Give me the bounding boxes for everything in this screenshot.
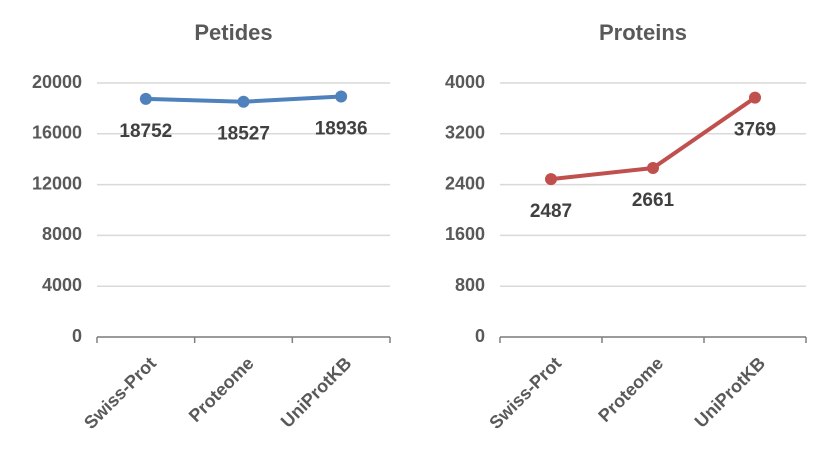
y-tick-label: 16000 [32, 123, 82, 143]
y-tick-label: 3200 [445, 123, 485, 143]
data-label: 18936 [315, 119, 368, 140]
chart-title: Proteins [599, 20, 687, 45]
y-tick-label: 12000 [32, 173, 82, 193]
y-tick-label: 1600 [445, 224, 485, 244]
data-label: 2661 [632, 190, 675, 211]
x-tick-label: UniProtKB [691, 353, 769, 431]
data-point [237, 95, 250, 108]
data-label: 18752 [119, 121, 172, 142]
data-point [545, 173, 557, 186]
x-tick-label: UniProtKB [277, 353, 355, 431]
y-tick-label: 4000 [42, 275, 82, 295]
x-tick-label: Swiss-Prot [80, 353, 160, 433]
x-tick-label: Swiss-Prot [485, 353, 565, 433]
y-tick-label: 0 [72, 326, 82, 346]
data-point [139, 92, 152, 105]
data-point [647, 162, 659, 175]
y-tick-label: 4000 [445, 72, 485, 92]
x-tick-label: Proteome [185, 353, 258, 426]
y-tick-label: 0 [475, 326, 485, 346]
data-label: 2487 [530, 201, 572, 222]
data-point [335, 90, 348, 103]
data-label: 18527 [217, 124, 270, 145]
data-point [749, 91, 761, 104]
x-tick-label: Proteome [594, 353, 667, 426]
data-label: 3769 [734, 120, 776, 141]
y-tick-label: 8000 [42, 224, 82, 244]
y-tick-label: 2400 [445, 173, 485, 193]
chart-title: Petides [194, 20, 272, 45]
y-tick-label: 20000 [32, 72, 82, 92]
y-tick-label: 800 [455, 275, 485, 295]
